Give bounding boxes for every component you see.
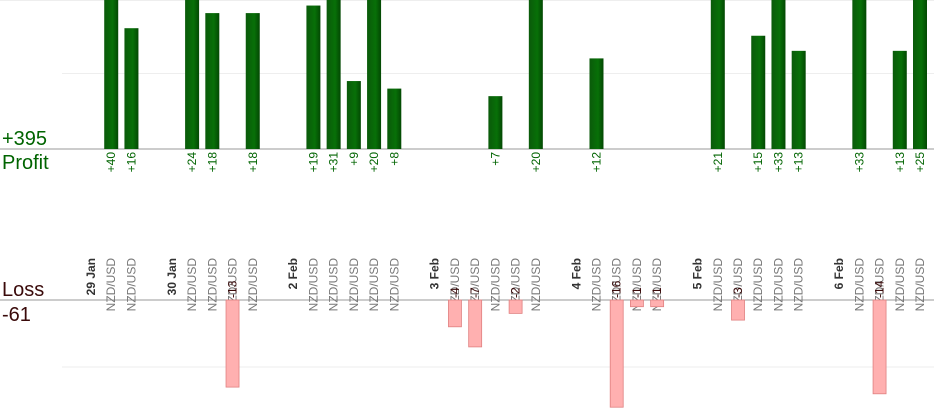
x-tick-label: NZD/USD xyxy=(792,258,806,312)
date-label: 6 Feb xyxy=(832,258,846,289)
date-label: 3 Feb xyxy=(428,258,442,289)
loss-bar xyxy=(630,299,644,308)
x-tick-label: NZD/USD xyxy=(509,258,523,312)
loss-value-label: -4 xyxy=(448,287,462,298)
profit-value-label: +18 xyxy=(246,152,260,173)
profit-bar xyxy=(771,0,786,149)
profit-bar xyxy=(185,0,200,149)
x-tick-label: NZD/USD xyxy=(327,258,341,312)
profit-bar xyxy=(306,5,321,149)
loss-total: -61 xyxy=(2,304,31,326)
profit-bar xyxy=(124,28,139,150)
loss-bar xyxy=(872,299,887,395)
x-tick-label: NZD/USD xyxy=(751,258,765,312)
profit-value-label: +7 xyxy=(488,152,502,166)
x-tick-label: NZD/USD xyxy=(731,258,745,312)
date-label: 2 Feb xyxy=(286,258,300,289)
x-tick-label: NZD/USD xyxy=(529,258,543,312)
x-tick-label: NZD/USD xyxy=(448,258,462,312)
profit-value-label: +20 xyxy=(529,152,543,173)
loss-value-label: -7 xyxy=(468,287,482,298)
x-tick-label: NZD/USD xyxy=(104,258,118,312)
profit-bar xyxy=(589,58,604,149)
x-tick-label: NZD/USD xyxy=(347,258,361,312)
loss-bar xyxy=(448,299,462,328)
x-tick-label: NZD/USD xyxy=(124,258,138,312)
x-tick-label: NZD/USD xyxy=(185,258,199,312)
profit-bar xyxy=(710,0,725,150)
profit-value-label: +21 xyxy=(711,152,725,173)
date-label: 29 Jan xyxy=(84,258,98,295)
profit-bar xyxy=(387,88,402,149)
profit-value-label: +8 xyxy=(387,152,401,166)
x-tick-label: NZD/USD xyxy=(852,258,866,312)
loss-value-label: -14 xyxy=(873,280,887,298)
loss-value-label: -16 xyxy=(610,280,624,298)
profit-value-label: +12 xyxy=(589,152,603,173)
x-tick-label: NZD/USD xyxy=(226,258,240,312)
x-tick-label: NZD/USD xyxy=(387,258,401,312)
profit-value-label: +16 xyxy=(124,152,138,173)
x-tick-label: NZD/USD xyxy=(873,258,887,312)
profit-bar xyxy=(367,0,382,149)
loss-value-label: -3 xyxy=(731,287,745,298)
profit-value-label: +33 xyxy=(771,152,785,173)
profit-value-label: +40 xyxy=(104,152,118,173)
x-tick-label: NZD/USD xyxy=(771,258,785,312)
loss-value-label: -2 xyxy=(509,287,523,298)
profit-bar xyxy=(104,0,119,149)
profit-bar xyxy=(913,0,927,149)
loss-bar xyxy=(508,299,523,314)
x-tick-label: NZD/USD xyxy=(306,258,320,312)
x-tick-label: NZD/USD xyxy=(913,258,927,312)
x-tick-label: NZD/USD xyxy=(205,258,219,312)
x-tick-label: NZD/USD xyxy=(589,258,603,312)
x-tick-label: NZD/USD xyxy=(630,258,644,312)
loss-bar xyxy=(650,299,665,308)
x-tick-label: NZD/USD xyxy=(711,258,725,312)
profit-bar xyxy=(326,0,341,149)
loss-value-label: -1 xyxy=(630,287,644,298)
profit-value-label: +25 xyxy=(913,152,927,173)
x-tick-label: NZD/USD xyxy=(893,258,907,312)
profit-bar xyxy=(791,50,806,149)
x-tick-label: NZD/USD xyxy=(488,258,502,312)
profit-value-label: +33 xyxy=(852,152,866,173)
profit-total: +395 xyxy=(2,128,47,150)
profit-value-label: +20 xyxy=(367,152,381,173)
profit-value-label: +24 xyxy=(185,152,199,173)
profit-bar xyxy=(852,0,867,149)
profit-value-label: +31 xyxy=(327,152,341,173)
profit-bar xyxy=(346,81,361,149)
loss-bar xyxy=(468,299,483,348)
profit-value-label: +19 xyxy=(306,152,320,173)
profit-value-label: +13 xyxy=(792,152,806,173)
profit-value-label: +18 xyxy=(205,152,219,173)
profit-bar xyxy=(245,13,260,149)
loss-value-label: -13 xyxy=(226,280,240,298)
profit-bar xyxy=(892,50,907,149)
profit-bar xyxy=(488,96,503,149)
loss-label: Loss xyxy=(2,279,44,301)
date-label: 30 Jan xyxy=(165,258,179,295)
loss-bar xyxy=(609,299,624,408)
profit-value-label: +13 xyxy=(893,152,907,173)
x-tick-label: NZD/USD xyxy=(650,258,664,312)
loss-bar xyxy=(731,299,745,321)
profit-value-label: +15 xyxy=(751,152,765,173)
loss-value-label: -1 xyxy=(650,287,664,298)
x-tick-label: NZD/USD xyxy=(246,258,260,312)
x-tick-label: NZD/USD xyxy=(610,258,624,312)
x-tick-label: NZD/USD xyxy=(367,258,381,312)
date-label: 5 Feb xyxy=(691,258,705,289)
loss-bar xyxy=(225,299,240,388)
date-label: 4 Feb xyxy=(569,258,583,289)
profit-label: Profit xyxy=(2,152,49,174)
x-tick-label: NZD/USD xyxy=(468,258,482,312)
profit-value-label: +9 xyxy=(347,152,361,166)
profit-bar xyxy=(205,13,220,149)
profit-bar xyxy=(751,35,766,149)
profit-bar xyxy=(528,0,543,149)
